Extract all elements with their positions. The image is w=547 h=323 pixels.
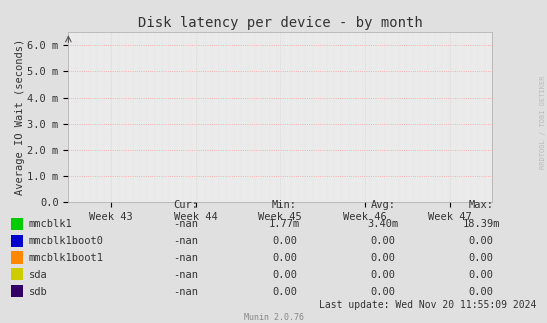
Text: Munin 2.0.76: Munin 2.0.76: [243, 313, 304, 322]
Text: sda: sda: [28, 270, 47, 280]
Text: sdb: sdb: [28, 287, 47, 297]
Text: 0.00: 0.00: [370, 270, 395, 280]
Text: 0.00: 0.00: [370, 287, 395, 297]
Text: Max:: Max:: [469, 200, 494, 210]
Text: Cur:: Cur:: [173, 200, 199, 210]
Text: mmcblk1boot0: mmcblk1boot0: [28, 236, 103, 246]
Text: 0.00: 0.00: [272, 270, 297, 280]
Text: mmcblk1boot1: mmcblk1boot1: [28, 253, 103, 263]
Text: 3.40m: 3.40m: [367, 220, 399, 229]
Text: mmcblk1: mmcblk1: [28, 220, 72, 229]
Text: -nan: -nan: [173, 270, 199, 280]
Text: 18.39m: 18.39m: [463, 220, 500, 229]
Text: 0.00: 0.00: [272, 287, 297, 297]
Title: Disk latency per device - by month: Disk latency per device - by month: [138, 16, 423, 30]
Y-axis label: Average IO Wait (seconds): Average IO Wait (seconds): [15, 39, 25, 195]
Text: 0.00: 0.00: [272, 236, 297, 246]
Text: -nan: -nan: [173, 220, 199, 229]
Text: 0.00: 0.00: [469, 236, 494, 246]
Text: 1.77m: 1.77m: [269, 220, 300, 229]
Text: Avg:: Avg:: [370, 200, 395, 210]
Text: RRDTOOL / TOBI OETIKER: RRDTOOL / TOBI OETIKER: [540, 76, 546, 170]
Text: 0.00: 0.00: [370, 253, 395, 263]
Text: 0.00: 0.00: [469, 270, 494, 280]
Text: 0.00: 0.00: [469, 253, 494, 263]
Text: 0.00: 0.00: [370, 236, 395, 246]
Text: -nan: -nan: [173, 253, 199, 263]
Text: Last update: Wed Nov 20 11:55:09 2024: Last update: Wed Nov 20 11:55:09 2024: [319, 300, 536, 310]
Text: Min:: Min:: [272, 200, 297, 210]
Text: -nan: -nan: [173, 287, 199, 297]
Text: -nan: -nan: [173, 236, 199, 246]
Text: 0.00: 0.00: [469, 287, 494, 297]
Text: 0.00: 0.00: [272, 253, 297, 263]
